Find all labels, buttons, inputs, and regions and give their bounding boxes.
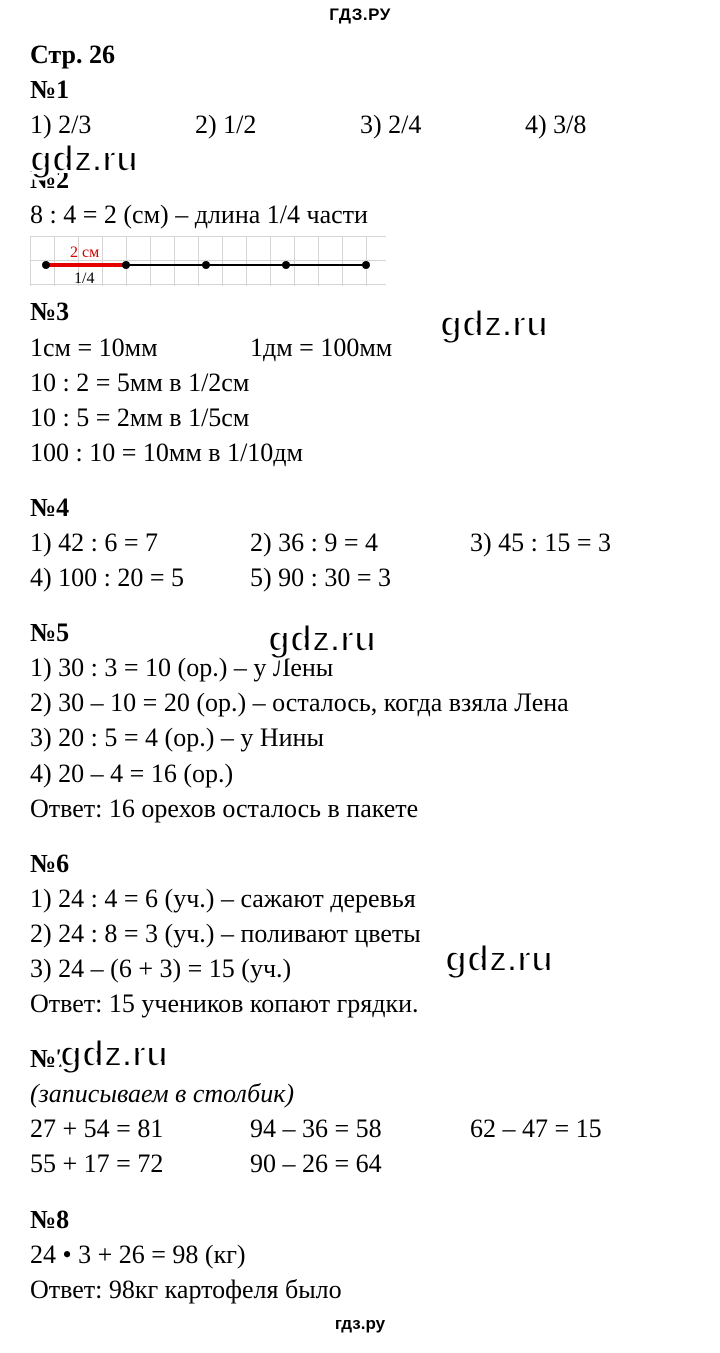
s2-diagram: 2 см 1/4 bbox=[30, 236, 386, 286]
s3-l4: 100 : 10 = 10мм в 1/10дм bbox=[30, 435, 690, 470]
section-1-title: №1 bbox=[30, 72, 690, 107]
section-8-title: №8 bbox=[30, 1202, 690, 1237]
section-7: №7 (записываем в столбик) 27 + 54 = 81 9… bbox=[30, 1041, 690, 1181]
section-8: №8 24 • 3 + 26 = 98 (кг) Ответ: 98кг кар… bbox=[30, 1202, 690, 1307]
s6-l3: 3) 24 – (6 + 3) = 15 (уч.) bbox=[30, 951, 690, 986]
section-7-title: №7 bbox=[30, 1041, 690, 1076]
s3-l1b: 1дм = 100мм bbox=[250, 330, 470, 365]
section-6: №6 1) 24 : 4 = 6 (уч.) – сажают деревья … bbox=[30, 846, 690, 1021]
s4-item-4: 4) 100 : 20 = 5 bbox=[30, 560, 250, 595]
s8-l1: 24 • 3 + 26 = 98 (кг) bbox=[30, 1237, 690, 1272]
s7-r1c3: 62 – 47 = 15 bbox=[470, 1111, 690, 1146]
s6-answer: Ответ: 15 учеников копают грядки. bbox=[30, 986, 690, 1021]
s4-item-3: 3) 45 : 15 = 3 bbox=[470, 525, 690, 560]
s3-l1a: 1см = 10мм bbox=[30, 330, 250, 365]
s2-red-segment bbox=[46, 263, 126, 267]
section-5: №5 1) 30 : 3 = 10 (ор.) – у Лены 2) 30 –… bbox=[30, 615, 690, 826]
section-2-title: №2 bbox=[30, 162, 690, 197]
s2-line-1: 8 : 4 = 2 (см) – длина 1/4 части bbox=[30, 197, 690, 232]
s4-item-5: 5) 90 : 30 = 3 bbox=[250, 560, 470, 595]
s5-answer: Ответ: 16 орехов осталось в пакете bbox=[30, 791, 690, 826]
s1-item-4: 4) 3/8 bbox=[525, 107, 690, 142]
s4-item-1: 1) 42 : 6 = 7 bbox=[30, 525, 250, 560]
section-5-title: №5 bbox=[30, 615, 690, 650]
s2-label-bottom: 1/4 bbox=[74, 268, 94, 290]
site-header: ГДЗ.РУ bbox=[30, 4, 690, 27]
site-footer: гдз.ру bbox=[30, 1313, 690, 1336]
s7-note: (записываем в столбик) bbox=[30, 1076, 690, 1111]
s5-l1: 1) 30 : 3 = 10 (ор.) – у Лены bbox=[30, 650, 690, 685]
section-3-title: №3 bbox=[30, 294, 690, 329]
s3-l2: 10 : 2 = 5мм в 1/2см bbox=[30, 365, 690, 400]
s2-label-top: 2 см bbox=[70, 242, 99, 264]
s7-r2c2: 90 – 26 = 64 bbox=[250, 1146, 470, 1181]
s1-item-2: 2) 1/2 bbox=[195, 107, 360, 142]
s7-r1c2: 94 – 36 = 58 bbox=[250, 1111, 470, 1146]
section-3: №3 1см = 10мм 1дм = 100мм 10 : 2 = 5мм в… bbox=[30, 294, 690, 469]
section-2: №2 8 : 4 = 2 (см) – длина 1/4 части 2 см… bbox=[30, 162, 690, 286]
s4-item-2: 2) 36 : 9 = 4 bbox=[250, 525, 470, 560]
section-4: №4 1) 42 : 6 = 7 2) 36 : 9 = 4 3) 45 : 1… bbox=[30, 490, 690, 595]
section-4-title: №4 bbox=[30, 490, 690, 525]
page-label: Стр. 26 bbox=[30, 37, 690, 72]
s1-item-3: 3) 2/4 bbox=[360, 107, 525, 142]
s6-l1: 1) 24 : 4 = 6 (уч.) – сажают деревья bbox=[30, 881, 690, 916]
s1-item-1: 1) 2/3 bbox=[30, 107, 195, 142]
s7-r1c1: 27 + 54 = 81 bbox=[30, 1111, 250, 1146]
s6-l2: 2) 24 : 8 = 3 (уч.) – поливают цветы bbox=[30, 916, 690, 951]
s8-answer: Ответ: 98кг картофеля было bbox=[30, 1272, 690, 1307]
s5-l3: 3) 20 : 5 = 4 (ор.) – у Нины bbox=[30, 720, 690, 755]
s5-l4: 4) 20 – 4 = 16 (ор.) bbox=[30, 756, 690, 791]
s5-l2: 2) 30 – 10 = 20 (ор.) – осталось, когда … bbox=[30, 685, 690, 720]
s7-r2c1: 55 + 17 = 72 bbox=[30, 1146, 250, 1181]
s3-l3: 10 : 5 = 2мм в 1/5см bbox=[30, 400, 690, 435]
section-1: №1 1) 2/3 2) 1/2 3) 2/4 4) 3/8 bbox=[30, 72, 690, 142]
section-6-title: №6 bbox=[30, 846, 690, 881]
